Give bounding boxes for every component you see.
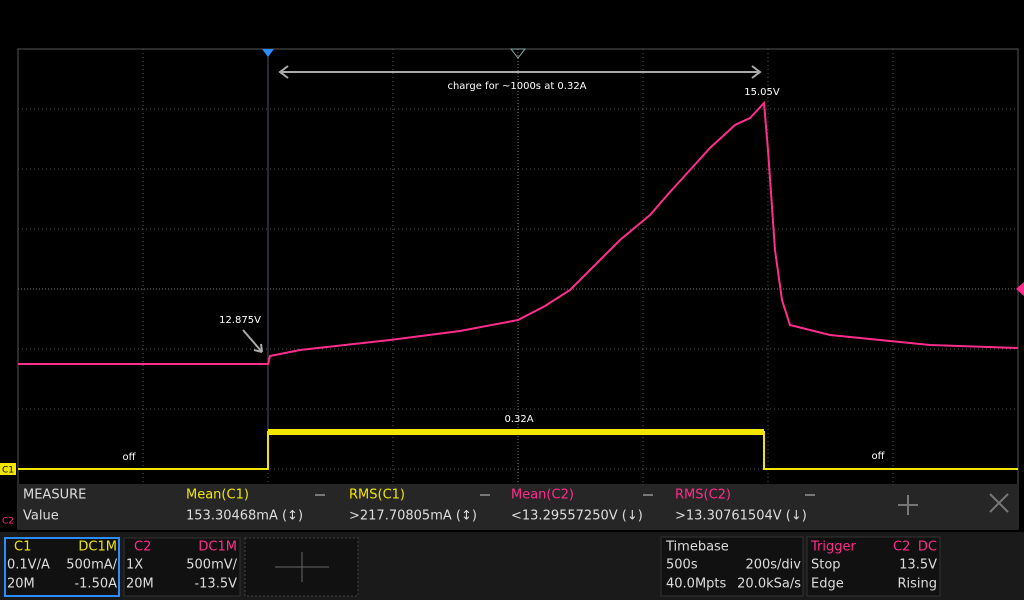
measure-bg (18, 484, 1018, 530)
c1-marker-label: C1 (2, 466, 14, 476)
annotation: charge for ~1000s at 0.32A (447, 81, 586, 92)
timebase-points: 40.0Mpts (666, 577, 727, 592)
c1-marker (0, 463, 16, 475)
c2-level-marker (1016, 282, 1024, 296)
measure-panel[interactable]: MEASURE Value Mean(C1) 153.30468mA (↕) R… (18, 484, 1018, 530)
measure-name: RMS(C1) (349, 488, 405, 503)
measure-name: Mean(C2) (511, 488, 574, 503)
ch-coupling: DC1M (198, 540, 237, 555)
trigger-coupling: DC (918, 540, 937, 555)
annotation: 0.32A (504, 414, 533, 425)
ch-offset: -1.50A (74, 577, 117, 592)
add-icon (275, 552, 329, 582)
trigger-box[interactable] (806, 536, 941, 597)
annotation: off (871, 451, 885, 462)
trigger-slope: Rising (897, 577, 937, 592)
ch-scale: 500mA/ (66, 558, 117, 573)
measure-row-label: Value (23, 509, 59, 524)
timebase-box[interactable] (660, 536, 804, 597)
ch-offset: -13.5V (194, 577, 237, 592)
c1-band (268, 429, 764, 435)
span-arrow (278, 65, 762, 79)
center-axes (18, 49, 1018, 529)
measure-value: >217.70805mA (↕) (349, 509, 477, 524)
ch-probe: 1X (126, 558, 143, 573)
measure-name: Mean(C1) (186, 488, 249, 503)
trigger-level: 13.5V (899, 558, 937, 573)
measure-icons (315, 493, 1009, 515)
ch-name: C1 (14, 540, 31, 555)
ch-name: C2 (134, 540, 151, 555)
ch-bw: 20M (7, 577, 35, 592)
ch-bw: 20M (126, 577, 154, 592)
c2-marker-label: C2 (2, 517, 14, 527)
measure-name: RMS(C2) (675, 488, 731, 503)
measure-value: >13.30761504V (↓) (675, 509, 807, 524)
c2-box[interactable] (123, 537, 241, 597)
annotation: 15.05V (744, 87, 780, 98)
c1-box[interactable] (4, 537, 120, 597)
measure-title: MEASURE (23, 488, 86, 503)
measure-value: <13.29557250V (↓) (511, 509, 643, 524)
trigger-pos-marker (262, 49, 274, 57)
pointer-arrow (242, 329, 263, 353)
c2-trace (18, 100, 1019, 365)
timebase-title: Timebase (665, 540, 729, 555)
timebase-rate: 20.0kSa/s (737, 577, 801, 592)
ch-coupling: DC1M (78, 540, 117, 555)
measure-value: 153.30468mA (↕) (186, 509, 303, 524)
trigger-source: C2 (893, 540, 910, 555)
annotation: 12.875V (219, 315, 261, 326)
trigger-state: Stop (811, 558, 841, 573)
center-marker (509, 48, 527, 59)
ch-scale: 500mV/ (186, 558, 237, 573)
bottom-bar: C1 DC1M 0.1V/A 500mA/ 20M -1.50A C2 DC1M… (0, 532, 1024, 600)
trigger-title: Trigger (810, 540, 856, 555)
annotation: off (122, 452, 136, 463)
timebase-span: 500s (666, 558, 698, 573)
ch-probe: 0.1V/A (7, 558, 50, 573)
trigger-type: Edge (811, 577, 844, 592)
timebase-scale: 200s/div (745, 558, 801, 573)
